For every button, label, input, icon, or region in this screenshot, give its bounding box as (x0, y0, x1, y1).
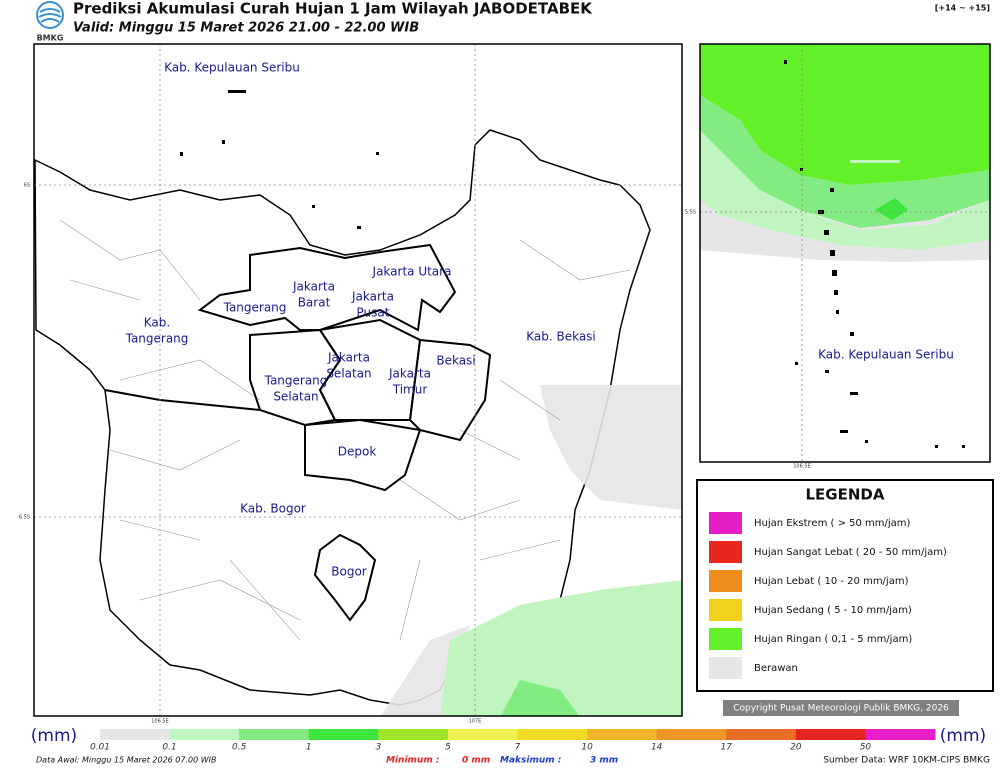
region-label: Selatan (326, 367, 371, 381)
region-label: Bogor (331, 565, 367, 579)
colorbar-label: 17 (721, 743, 733, 753)
inset-region-label: Kab. Kepulauan Seribu (818, 348, 954, 362)
region-label: Tangerang (223, 301, 287, 315)
colorbar-label: 14 (651, 743, 663, 753)
max-label: Maksimum : (500, 756, 561, 766)
valid-time: Valid: Minggu 15 Maret 2026 21.00 - 22.0… (73, 21, 419, 36)
colorbar-label: 1 (306, 743, 312, 753)
colorbar-segment (100, 729, 171, 740)
legend-items: Hujan Ekstrem ( > 50 mm/jam) Hujan Sangat… (709, 512, 947, 679)
title: Prediksi Akumulasi Curah Hujan 1 Jam Wil… (73, 0, 593, 18)
inset-frame (699, 43, 991, 463)
legend-swatch (709, 599, 742, 621)
copyright-bg (723, 700, 959, 716)
colorbar-unit: (mm) (940, 726, 986, 746)
logo: BMKG (36, 1, 64, 43)
region-label: Jakarta (351, 290, 394, 304)
inset-lat-label: 5.5S (685, 210, 696, 216)
region-label: Jakarta (292, 280, 335, 294)
region-label: Jakarta (327, 351, 370, 365)
legend-label: Hujan Sedang ( 5 - 10 mm/jam) (754, 605, 912, 616)
legend-swatch (709, 657, 742, 679)
colorbar-segment (865, 729, 936, 740)
colorbar-label: 0.1 (162, 743, 176, 753)
islands (784, 60, 965, 448)
graticule (34, 44, 682, 716)
legend-label: Berawan (754, 663, 798, 674)
legend-label: Hujan Lebat ( 10 - 20 mm/jam) (754, 576, 909, 587)
legend-swatch (709, 628, 742, 650)
max-value: 3 mm (590, 756, 618, 766)
inset-map (700, 44, 990, 462)
legend-title: LEGENDA (806, 486, 885, 504)
region-label: Tangerang (125, 332, 189, 346)
legend-box (696, 479, 994, 692)
colorbar-label: 7 (515, 743, 521, 753)
lon-label: 106.5E (151, 719, 168, 725)
colorbar-segment (169, 729, 240, 740)
region-label: Depok (338, 445, 377, 459)
region-label: Kab. (144, 316, 170, 330)
min-label: Minimum : (386, 756, 439, 766)
region-label: Tangerang (264, 374, 328, 388)
colorbar-label: 3 (375, 743, 381, 753)
colorbar-segment (795, 729, 866, 740)
region-label: Jakarta Utara (372, 265, 452, 279)
main-map (34, 44, 682, 716)
colorbar-segment (378, 729, 449, 740)
lat-label: 6.5S (19, 515, 30, 521)
colorbar-segment (517, 729, 588, 740)
islands (180, 90, 379, 229)
colorbar-segment (308, 729, 379, 740)
colorbar-segment (447, 729, 518, 740)
legend-swatch (709, 570, 742, 592)
legend-label: Hujan Ringan ( 0,1 - 5 mm/jam) (754, 634, 912, 645)
region-label: Jakarta (388, 367, 431, 381)
colorbar-label: 10 (581, 743, 593, 753)
inset-lon-label: 106.5E (793, 464, 810, 470)
region-label: Pusat (357, 306, 390, 320)
colorbar-label: 20 (790, 743, 802, 753)
legend-swatch (709, 512, 742, 534)
colorbar-label: 5 (445, 743, 451, 753)
legend-swatch (709, 541, 742, 563)
rain-area (440, 580, 682, 716)
city-boundaries (104, 243, 492, 622)
region-label: Barat (298, 296, 331, 310)
colorbar-segment (656, 729, 727, 740)
source: Sumber Data: WRF 10KM-CIPS BMKG (823, 756, 990, 766)
inset-graticule (700, 44, 990, 462)
colorbar-unit: (mm) (31, 726, 77, 746)
legend-label: Hujan Sangat Lebat ( 20 - 50 mm/jam) (754, 547, 947, 558)
forecast-range: [+14 ~ +15] (935, 4, 990, 13)
colorbar-segment (726, 729, 797, 740)
lon-label: 107E (469, 719, 482, 725)
region-label: Kab. Bekasi (526, 330, 596, 344)
logo-text: BMKG (37, 34, 64, 43)
data-awal: Data Awal: Minggu 15 Maret 2026 07.00 WI… (36, 756, 217, 765)
colorbar-label: 0.5 (232, 743, 247, 753)
region-label: Kab. Bogor (240, 502, 306, 516)
colorbar-label: 0.01 (90, 743, 110, 753)
main-map-frame (33, 43, 683, 717)
colorbar-segment (587, 729, 658, 740)
region-label: Selatan (273, 390, 318, 404)
region-label: Kab. Kepulauan Seribu (164, 61, 300, 75)
region-labels: Kab. Kepulauan Seribu Jakarta Utara Jakart… (125, 61, 596, 579)
region-label: Timur (392, 383, 428, 397)
colorbar: 0.01 0.1 0.5 1 3 5 7 10 14 17 20 50 (90, 729, 936, 753)
copyright: Copyright Pusat Meteorologi Publik BMKG,… (733, 704, 949, 714)
colorbar-segment (239, 729, 310, 740)
min-value: 0 mm (462, 756, 490, 766)
cloud-area (540, 385, 682, 510)
rain-area (500, 680, 580, 716)
legend-label: Hujan Ekstrem ( > 50 mm/jam) (754, 518, 911, 529)
lat-label: 6S (24, 183, 30, 189)
colorbar-label: 50 (860, 743, 872, 753)
region-label: Bekasi (436, 354, 475, 368)
